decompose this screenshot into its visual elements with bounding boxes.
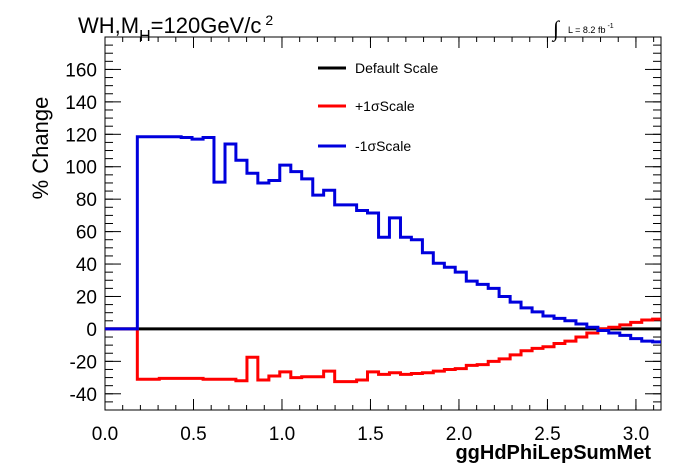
series-line-3 (105, 135, 661, 344)
legend-label: +1σScale (355, 98, 415, 114)
plot-frame (104, 36, 662, 411)
legend-label: -1σScale (355, 138, 411, 154)
y-tick-label: 160 (65, 60, 97, 81)
x-tick-label: 3.0 (623, 424, 649, 445)
y-tick-label: 0 (86, 320, 97, 341)
chart-title: WH,MH=120GeV/c 2 (78, 12, 273, 45)
x-tick-label: 2.5 (534, 424, 560, 445)
legend-label: Default Scale (355, 60, 438, 76)
y-tick-label: 20 (76, 287, 97, 308)
y-tick-label: 40 (76, 255, 97, 276)
lumi-label: L = 8.2 fb -1 (568, 23, 614, 35)
y-tick-label: -40 (70, 385, 97, 406)
x-tick-label: 2.0 (446, 424, 472, 445)
y-tick-label: 140 (65, 93, 97, 114)
y-tick-label: -20 (70, 352, 97, 373)
x-tick-label: 0.5 (180, 424, 206, 445)
y-tick-label: 100 (65, 158, 97, 179)
series-line-2 (105, 317, 661, 384)
x-tick-label: 0.0 (92, 424, 118, 445)
y-tick-label: 80 (76, 190, 97, 211)
x-tick-label: 1.0 (269, 424, 295, 445)
lumi-integral-symbol: ∫ (551, 16, 561, 42)
y-tick-label: 120 (65, 125, 97, 146)
x-tick-label: 1.5 (357, 424, 383, 445)
y-tick-label: 60 (76, 223, 97, 244)
x-axis-title: ggHdPhiLepSumMet (455, 442, 651, 464)
y-axis-title: % Change (28, 97, 53, 200)
